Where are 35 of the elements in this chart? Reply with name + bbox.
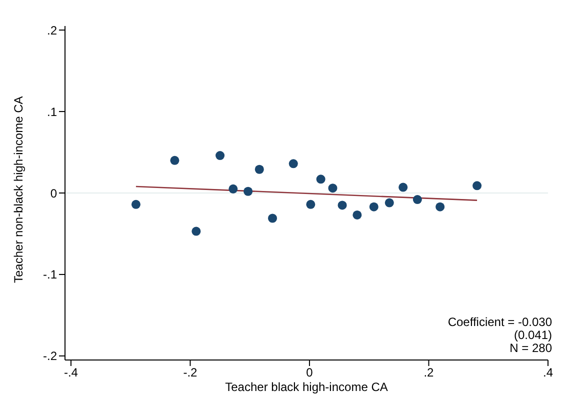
x-tick-label: -.4 [64,366,78,380]
annotation: N = 280 [508,341,552,355]
annotation: Coefficient = -0.030 [448,315,552,329]
y-tick-label: -.2 [42,349,58,364]
point [316,174,326,184]
y-tick-label: -.1 [42,268,58,282]
x-tick-label: .2 [424,366,434,380]
point [352,210,362,220]
point [384,198,394,208]
y-tick-label: .2 [46,23,58,38]
x-axis-title: Teacher black high-income CA [225,380,388,394]
y-tick-label: 0 [50,186,58,200]
point [244,186,253,196]
point [192,226,201,236]
point [131,200,140,209]
y-axis-title: Teacher non-black high-income CA [11,96,26,283]
point [170,156,180,165]
point [436,202,445,212]
x-tick-label: .4 [542,366,554,380]
point [216,151,225,160]
y-tick-label: .1 [46,104,58,119]
point [412,195,422,204]
point [288,159,298,168]
x-tick-label: -.2 [183,366,198,380]
point [338,200,347,210]
point [306,200,316,209]
point [472,181,482,190]
point [328,184,338,193]
point [369,202,378,212]
point [398,182,408,192]
x-tick-label: 0 [306,366,314,380]
point [228,184,238,194]
annotation: (0.041) [512,328,552,342]
point [254,164,264,174]
point [268,214,278,223]
